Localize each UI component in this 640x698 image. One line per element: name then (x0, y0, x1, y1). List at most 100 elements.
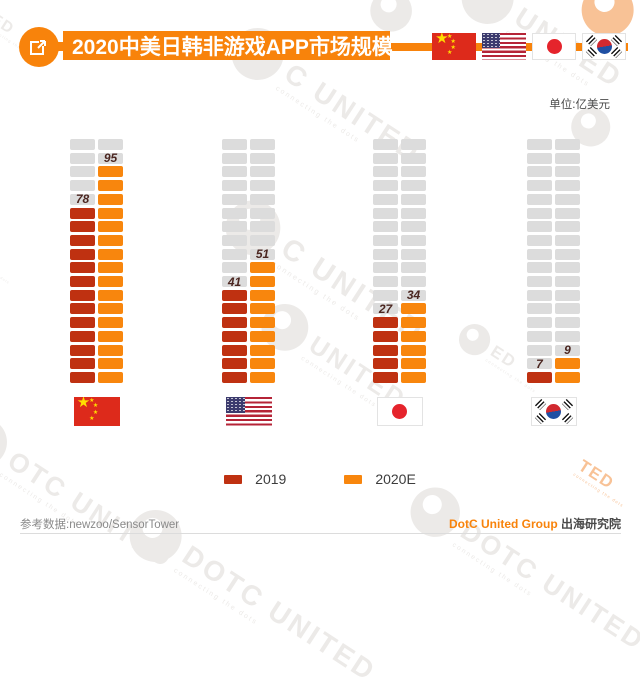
brick-empty (401, 262, 426, 274)
brick-2020E (401, 344, 426, 356)
brick-2020E (250, 262, 275, 274)
brick-empty (527, 330, 552, 342)
brick-2019 (373, 344, 398, 356)
value-label-japan-2019: 27 (373, 302, 398, 316)
brick-empty (222, 139, 247, 150)
brick-2020E (401, 371, 426, 383)
brick-2020E (98, 248, 123, 260)
brick-2019 (70, 344, 95, 356)
brick-2020E (98, 262, 123, 274)
brick-empty (222, 262, 247, 274)
watermark-blob-icon (401, 478, 470, 547)
brick-empty (250, 180, 275, 192)
brick-2019 (70, 221, 95, 233)
brick-empty (555, 289, 580, 301)
brick-2019 (373, 330, 398, 342)
brick-empty (373, 221, 398, 233)
brick-empty (527, 303, 552, 315)
brick-empty (555, 234, 580, 246)
brick-2019 (70, 234, 95, 246)
brick-2020E (98, 303, 123, 315)
brick-empty (373, 248, 398, 260)
brick-empty (250, 207, 275, 219)
brick-2020E (98, 276, 123, 287)
value-label-korea-2020E: 9 (555, 343, 580, 357)
flag-japan-icon (532, 33, 576, 60)
brick-2019 (222, 330, 247, 342)
brick-empty (373, 276, 398, 287)
brick-2020E (250, 276, 275, 287)
brick-empty (527, 344, 552, 356)
data-source-note: 参考数据:newzoo/SensorTower (20, 519, 180, 531)
brick-empty (555, 139, 580, 150)
brick-empty (70, 139, 95, 150)
brick-empty (373, 139, 398, 150)
brand-suffix: 出海研究院 (557, 517, 621, 531)
brick-2020E (250, 317, 275, 329)
brick-2020E (98, 289, 123, 301)
brick-empty (555, 262, 580, 274)
brick-2019 (70, 303, 95, 315)
brick-2020E (98, 166, 123, 178)
flag-usa-icon (482, 33, 526, 60)
brick-empty (373, 152, 398, 164)
brick-2019 (70, 330, 95, 342)
brick-2020E (401, 358, 426, 370)
brick-empty (373, 193, 398, 205)
brick-empty (527, 317, 552, 329)
brick-2019 (70, 248, 95, 260)
brick-empty (555, 276, 580, 287)
brand-name: DotC United Group (449, 517, 558, 531)
brick-empty (373, 262, 398, 274)
brick-2019 (70, 371, 95, 383)
value-label-usa-2020E: 51 (250, 247, 275, 261)
brick-empty (250, 193, 275, 205)
brick-2019 (70, 358, 95, 370)
brick-2020E (555, 358, 580, 370)
brick-empty (70, 152, 95, 164)
brick-empty (527, 180, 552, 192)
brick-empty (555, 330, 580, 342)
brick-2019 (373, 317, 398, 329)
brick-empty (222, 221, 247, 233)
external-link-icon-glyph (30, 40, 46, 55)
brick-2019 (70, 262, 95, 274)
brick-empty (555, 248, 580, 260)
brick-empty (555, 180, 580, 192)
legend: 2019 2020E (0, 471, 640, 487)
brick-empty (373, 166, 398, 178)
brick-empty (250, 221, 275, 233)
brick-2020E (401, 303, 426, 315)
brick-empty (555, 166, 580, 178)
brick-empty (401, 139, 426, 150)
brick-2020E (98, 358, 123, 370)
brick-empty (401, 276, 426, 287)
brick-empty (527, 207, 552, 219)
legend-swatch-2019 (224, 474, 243, 484)
brick-2020E (250, 344, 275, 356)
brick-2020E (250, 371, 275, 383)
brick-2019 (222, 303, 247, 315)
brick-empty (222, 152, 247, 164)
brick-2019 (70, 289, 95, 301)
flag-china-icon: ★ ★ ★ ★ ★ (432, 33, 476, 60)
brick-empty (401, 152, 426, 164)
brick-empty (527, 152, 552, 164)
brick-empty (527, 166, 552, 178)
value-label-usa-2019: 41 (222, 275, 247, 289)
axis-flag-korea (530, 397, 577, 426)
brick-empty (250, 139, 275, 150)
brick-empty (401, 234, 426, 246)
brick-empty (401, 180, 426, 192)
brick-empty (250, 152, 275, 164)
legend-label-2019: 2019 (255, 471, 287, 487)
brick-empty (401, 207, 426, 219)
brick-empty (222, 166, 247, 178)
brick-empty (222, 193, 247, 205)
brick-empty (555, 193, 580, 205)
brick-2020E (250, 289, 275, 301)
brick-empty (373, 289, 398, 301)
brick-2020E (250, 303, 275, 315)
brick-2020E (98, 207, 123, 219)
brick-2020E (98, 330, 123, 342)
